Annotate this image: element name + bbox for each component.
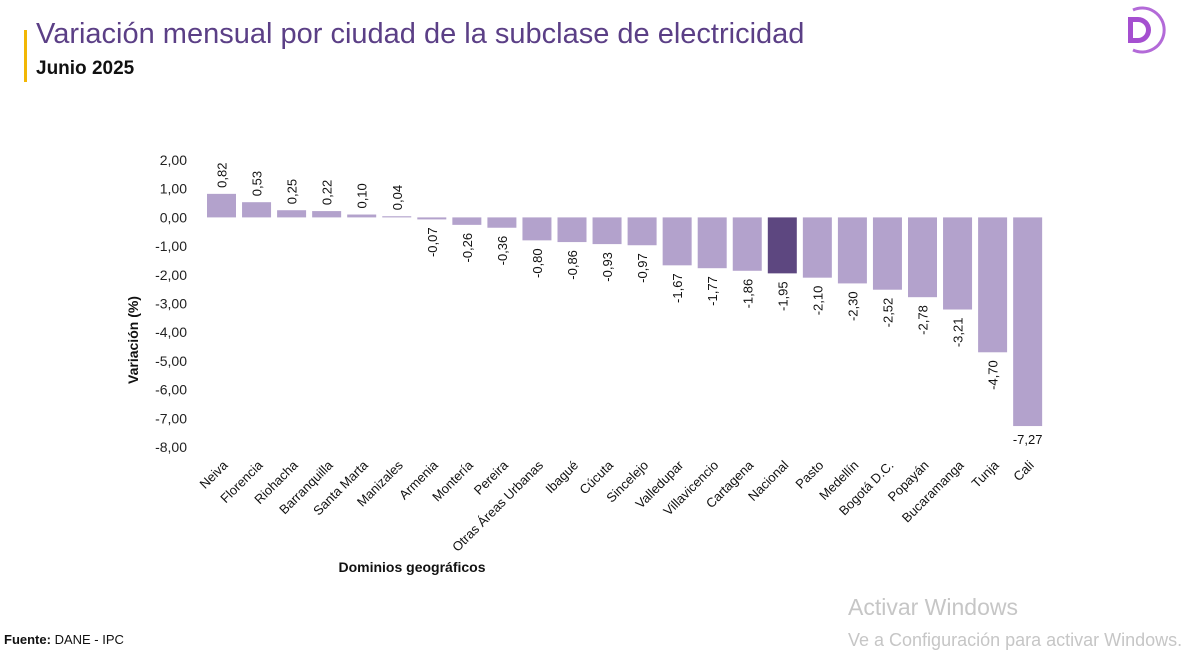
bar-nacional <box>767 217 797 274</box>
source-label: Fuente: <box>4 632 51 647</box>
data-label: -0,93 <box>600 252 615 282</box>
activation-watermark-subtitle: Ve a Configuración para activar Windows. <box>848 630 1183 650</box>
data-label: -0,07 <box>425 227 440 257</box>
data-label: 0,53 <box>250 171 265 196</box>
bar-bucaramanga <box>943 217 973 310</box>
x-tick-label: Tunja <box>968 457 1002 491</box>
data-label: -0,36 <box>495 236 510 266</box>
y-tick-label: -1,00 <box>155 238 187 254</box>
source-value: DANE - IPC <box>54 632 124 647</box>
data-label: 0,25 <box>285 179 300 204</box>
bar-valledupar <box>662 217 692 266</box>
data-label: -1,95 <box>775 281 790 311</box>
bar-florencia <box>242 202 272 218</box>
bar-cartagena <box>732 217 762 271</box>
data-label: -3,21 <box>951 318 966 348</box>
data-label: -2,52 <box>880 298 895 328</box>
x-tick-label: Ibagué <box>542 458 581 497</box>
bar-ibagué <box>557 217 587 243</box>
dane-logo-icon <box>1128 6 1166 54</box>
data-label: -7,27 <box>1013 432 1043 447</box>
data-label: -0,80 <box>530 248 545 278</box>
activation-watermark-title: Activar Windows <box>848 594 1018 620</box>
y-tick-label: -8,00 <box>155 439 187 455</box>
bar-bogotá-d-c- <box>872 217 902 290</box>
x-tick-label: Bucaramanga <box>899 457 967 525</box>
bar-medellín <box>837 217 867 284</box>
bar-barranquilla <box>312 211 342 218</box>
y-tick-label: 0,00 <box>160 209 187 225</box>
y-tick-label: -7,00 <box>155 410 187 426</box>
data-label: -0,86 <box>565 250 580 280</box>
bar-pereira <box>487 217 517 228</box>
bar-cali <box>1013 217 1043 427</box>
y-tick-label: -4,00 <box>155 324 187 340</box>
bar-montería <box>452 217 482 225</box>
data-label: 0,04 <box>390 185 405 210</box>
data-label: -2,10 <box>810 286 825 316</box>
bar-popayán <box>908 217 937 298</box>
source-note: Fuente: DANE - IPC <box>4 632 124 647</box>
data-label: -0,97 <box>635 253 650 283</box>
page-subtitle: Junio 2025 <box>36 58 135 79</box>
bar-tunja <box>978 217 1008 353</box>
data-label: 0,82 <box>215 163 230 188</box>
data-label: -0,26 <box>460 233 475 263</box>
bar-otras-áreas-urbanas <box>522 217 552 241</box>
data-label: -2,78 <box>916 305 931 335</box>
data-label: -4,70 <box>986 360 1001 390</box>
bar-manizales <box>382 216 412 218</box>
data-label: 0,10 <box>355 183 370 208</box>
title-accent-bar <box>24 30 27 82</box>
bar-sincelejo <box>627 217 657 246</box>
bar-riohacha <box>277 210 307 218</box>
bar-pasto <box>802 217 832 278</box>
x-tick-label: Cali <box>1010 457 1037 484</box>
bar-villavicencio <box>697 217 727 269</box>
bar-cúcuta <box>592 217 622 245</box>
bar-santa-marta <box>347 214 377 218</box>
x-axis-title: Dominios geográficos <box>338 559 485 575</box>
y-tick-label: -6,00 <box>155 382 187 398</box>
data-label: -1,67 <box>670 273 685 303</box>
data-label: 0,22 <box>320 180 335 205</box>
y-tick-label: -5,00 <box>155 353 187 369</box>
y-tick-label: 1,00 <box>160 181 187 197</box>
y-axis-title: Variación (%) <box>125 296 141 384</box>
data-label: -1,77 <box>705 276 720 306</box>
y-tick-label: -3,00 <box>155 296 187 312</box>
page-title: Variación mensual por ciudad de la subcl… <box>36 18 805 50</box>
y-tick-label: -2,00 <box>155 267 187 283</box>
bar-neiva <box>207 193 236 218</box>
y-tick-label: 2,00 <box>160 152 187 168</box>
bar-armenia <box>417 217 447 220</box>
data-label: -2,30 <box>845 291 860 321</box>
data-label: -1,86 <box>740 279 755 309</box>
